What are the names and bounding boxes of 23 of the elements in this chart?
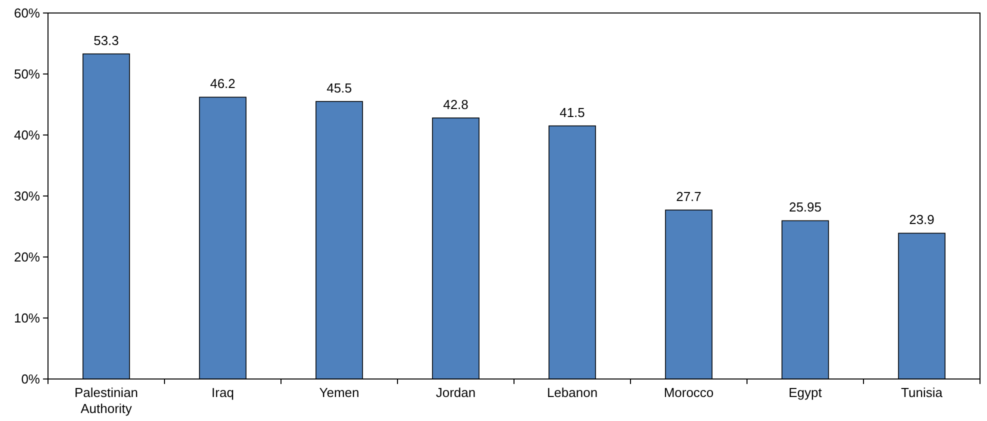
x-tick-label: Yemen	[319, 385, 360, 400]
x-tick-label: Tunisia	[901, 385, 944, 400]
x-tick-label: Egypt	[788, 385, 822, 400]
data-label: 46.2	[210, 76, 236, 92]
data-label: 45.5	[326, 80, 352, 96]
y-tick-label: 0%	[21, 372, 40, 387]
y-tick-label: 20%	[14, 250, 40, 265]
data-label: 25.95	[788, 200, 822, 215]
x-tick-label: Palestinian Authority	[74, 385, 138, 416]
x-tick-label: Morocco	[664, 385, 714, 400]
data-label: 53.3	[94, 32, 119, 48]
data-label: 41.5	[560, 104, 585, 120]
y-tick-label: 10%	[14, 310, 40, 326]
y-tick-label: 50%	[14, 66, 40, 82]
x-tick-label: Jordan	[436, 385, 476, 400]
y-tick-label: 60%	[14, 6, 40, 21]
data-label: 42.8	[443, 96, 468, 112]
data-label: 27.7	[676, 189, 702, 204]
data-label: 23.9	[909, 212, 934, 228]
x-tick-label: Iraq	[212, 385, 234, 400]
y-tick-label: 30%	[14, 188, 40, 204]
y-tick-label: 40%	[14, 128, 40, 143]
x-tick-label: Lebanon	[546, 385, 598, 400]
